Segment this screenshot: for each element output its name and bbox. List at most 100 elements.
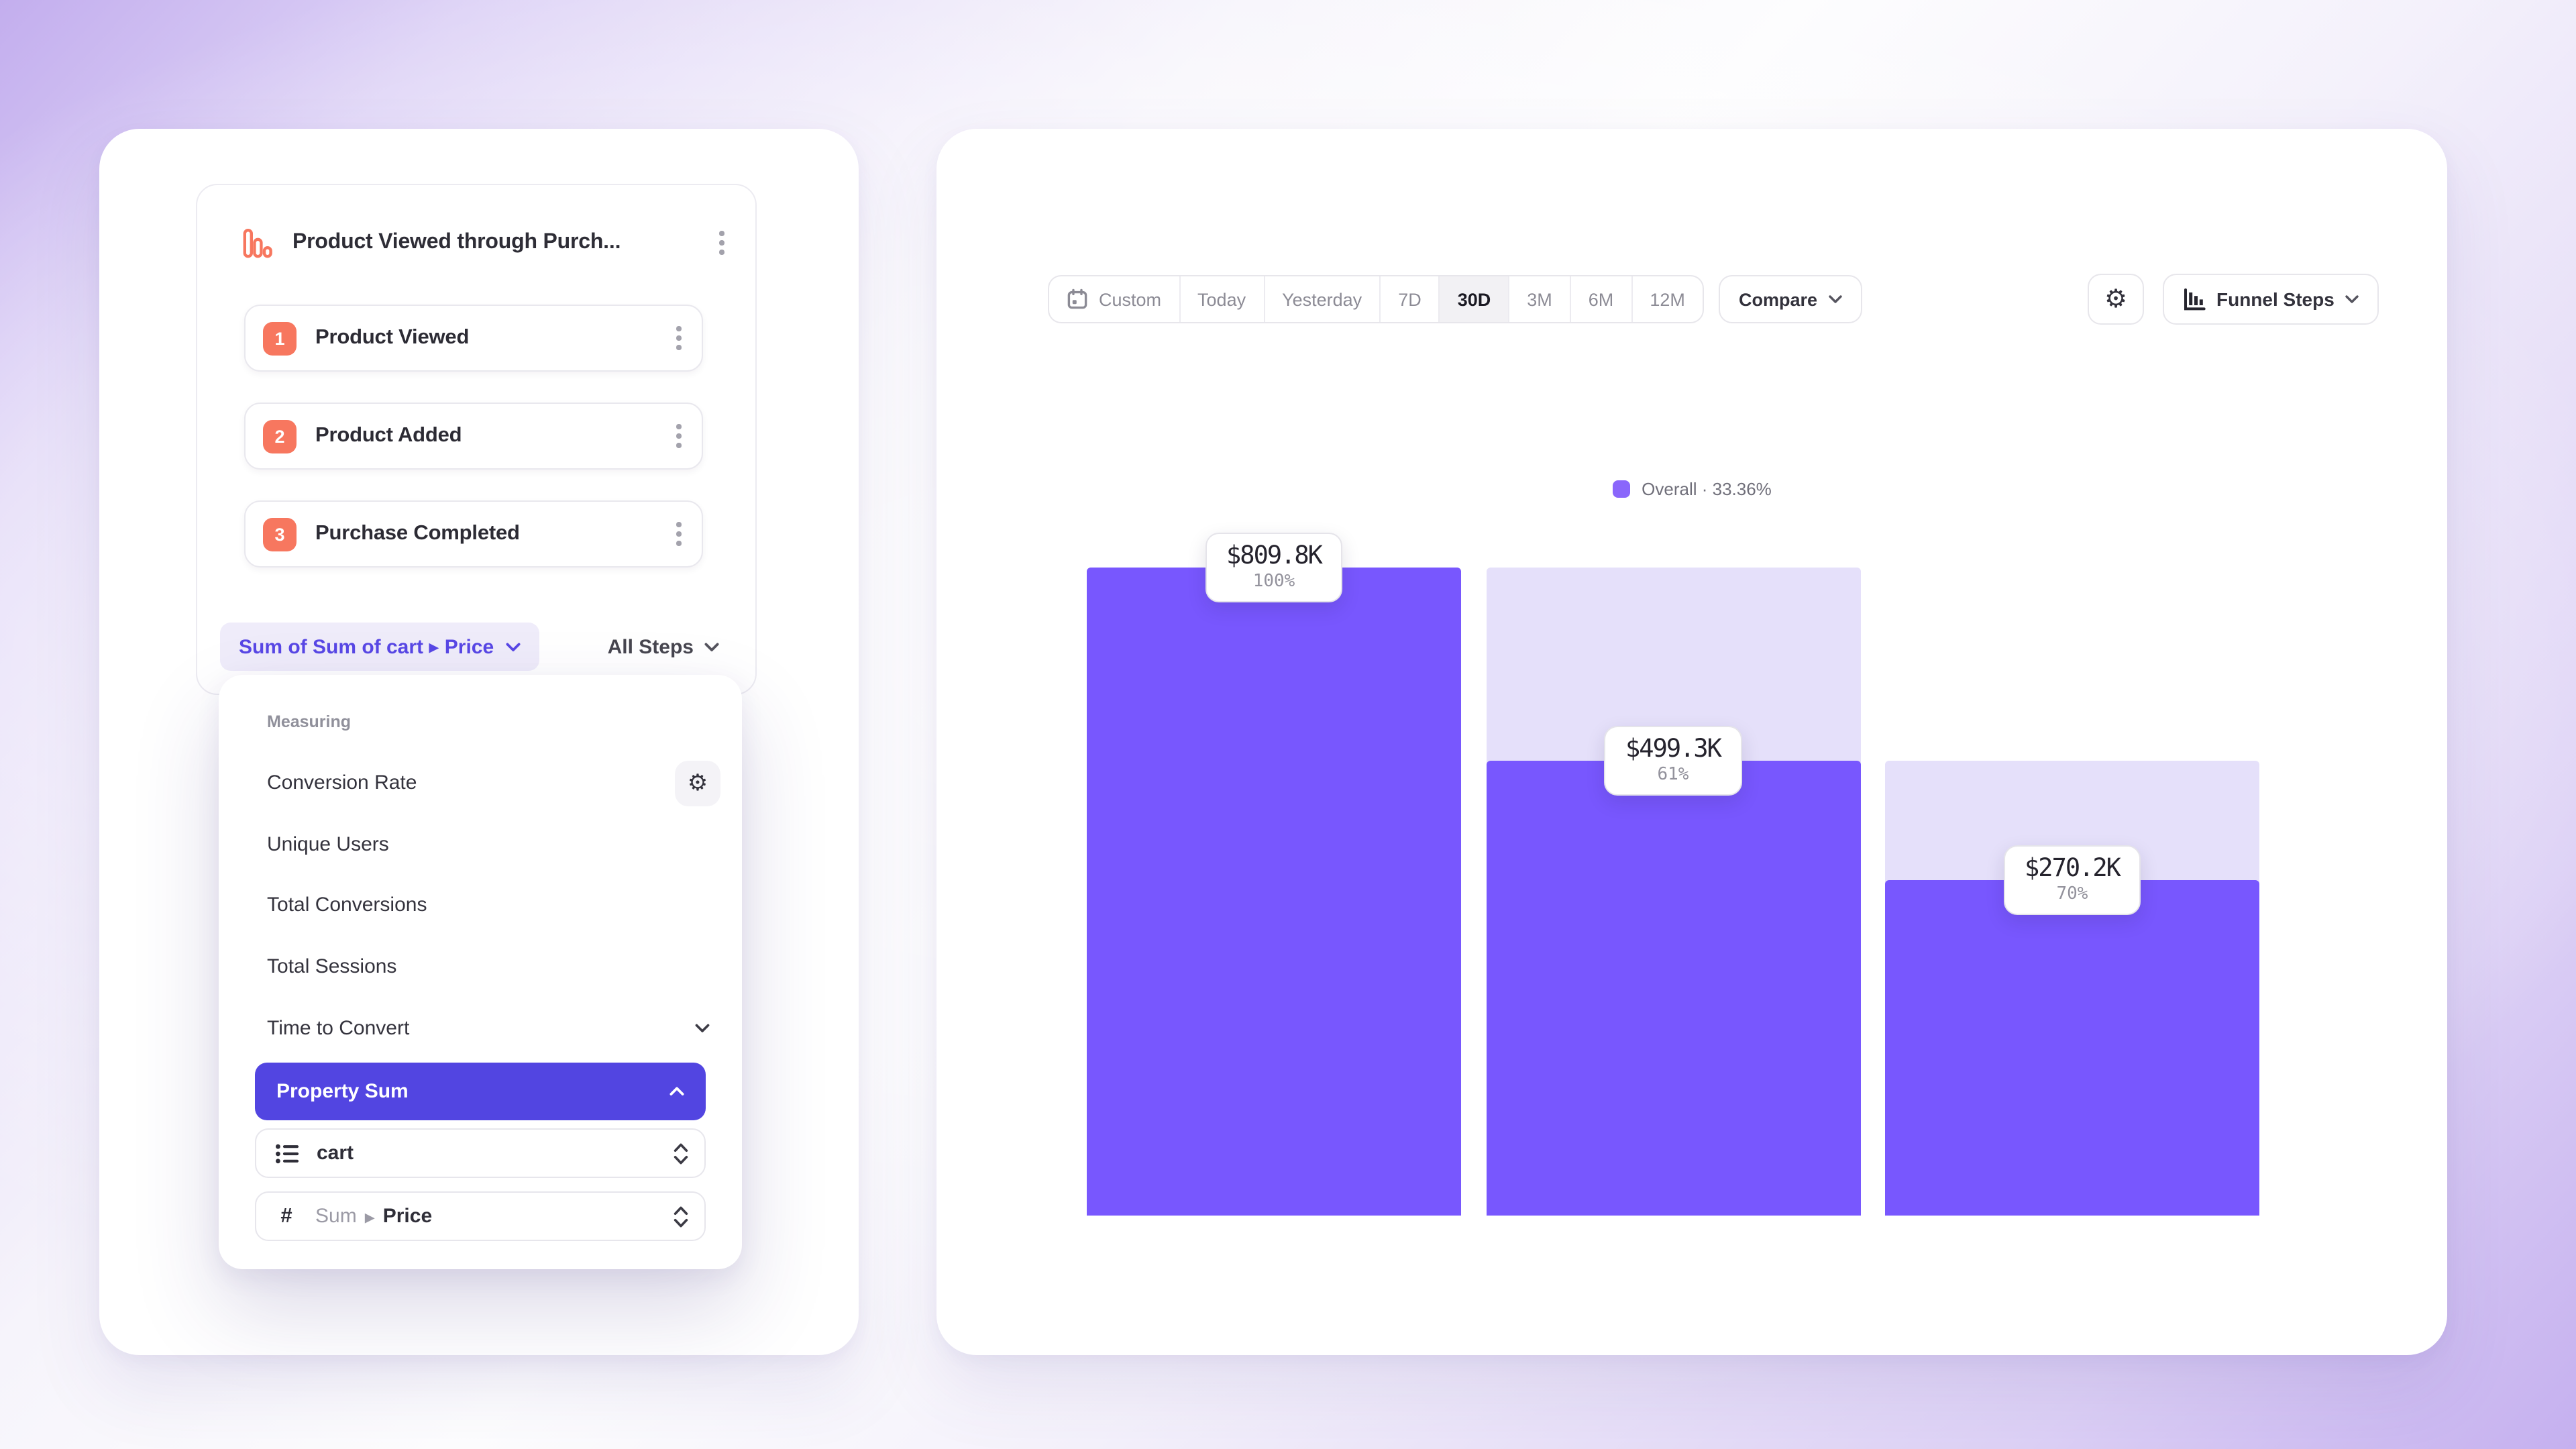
stepper-icon[interactable]	[674, 1205, 688, 1227]
chevron-down-icon	[1828, 295, 1841, 303]
step-options-kebab-icon[interactable]	[670, 516, 688, 552]
funnel-bar[interactable]	[1486, 760, 1860, 1216]
segment-label: 7D	[1398, 289, 1421, 309]
step-label: Product Viewed	[315, 326, 470, 349]
aggregation-muted-label: Sum	[315, 1205, 357, 1228]
measurement-dropdown[interactable]: Sum of Sum of cart ▸ Price	[220, 623, 540, 671]
funnel-bar-group[interactable]	[1486, 568, 1860, 1216]
funnel-definition-card: Product Viewed through Purch... 1 Produc…	[196, 184, 757, 695]
step-options-kebab-icon[interactable]	[670, 320, 688, 356]
segment-label: 6M	[1588, 289, 1614, 309]
chart-view-dropdown[interactable]: Funnel Steps	[2163, 274, 2379, 325]
calendar-icon	[1067, 288, 1087, 309]
bar-value: $809.8K	[1226, 542, 1323, 570]
menu-item-time-to-convert[interactable]: Time to Convert	[219, 998, 742, 1059]
date-range-6m[interactable]: 6M	[1571, 276, 1633, 322]
breadcrumb-arrow: ▸	[364, 1205, 375, 1228]
bar-value: $270.2K	[2025, 854, 2121, 883]
chart-legend: Overall · 33.36%	[936, 479, 2447, 499]
all-steps-label: All Steps	[607, 635, 694, 658]
funnel-bar[interactable]	[1885, 879, 2259, 1216]
funnel-builder-panel: Product Viewed through Purch... 1 Produc…	[99, 129, 859, 1355]
menu-item-total-sessions[interactable]: Total Sessions	[219, 936, 742, 997]
segment-label: Today	[1197, 289, 1246, 309]
step-label: Purchase Completed	[315, 522, 520, 545]
measurement-row: Sum of Sum of cart ▸ Price All Steps	[220, 623, 719, 671]
all-steps-dropdown[interactable]: All Steps	[608, 635, 719, 658]
menu-item-label: Total Sessions	[267, 955, 397, 978]
funnel-title: Product Viewed through Purch...	[292, 231, 621, 254]
funnel-bar-group[interactable]	[1885, 568, 2259, 1216]
funnel-card-header: Product Viewed through Purch...	[197, 185, 755, 301]
compare-button[interactable]: Compare	[1719, 275, 1862, 323]
segment-label: Yesterday	[1282, 289, 1362, 309]
segment-label: 12M	[1650, 289, 1685, 309]
segment-label: 30D	[1457, 289, 1491, 309]
bar-percent: 70%	[2056, 883, 2088, 904]
number-property-icon: #	[280, 1204, 292, 1227]
date-range-custom[interactable]: Custom	[1049, 276, 1181, 322]
chevron-down-icon	[506, 642, 521, 651]
aggregation-select-value: Sum ▸ Price	[315, 1204, 656, 1228]
funnel-steps-chart-icon	[2184, 288, 2206, 310]
funnel-chart-icon	[243, 228, 272, 258]
date-range-30d-selected[interactable]: 30D	[1440, 276, 1510, 322]
compare-label: Compare	[1739, 289, 1818, 309]
chevron-down-icon	[695, 1024, 710, 1032]
menu-item-label: Total Conversions	[267, 894, 427, 916]
date-range-7d[interactable]: 7D	[1381, 276, 1440, 322]
date-range-12m[interactable]: 12M	[1632, 276, 1703, 322]
menu-item-total-conversions[interactable]: Total Conversions	[219, 875, 742, 935]
bar-percent: 61%	[1657, 764, 1689, 785]
step-number-badge: 2	[263, 419, 297, 453]
bar-percent: 100%	[1252, 572, 1295, 592]
funnel-bar[interactable]	[1087, 568, 1461, 1216]
stepper-icon[interactable]	[674, 1142, 688, 1164]
segment-label: Custom	[1099, 289, 1162, 309]
property-select-value: cart	[317, 1142, 354, 1165]
aggregation-select[interactable]: # Sum ▸ Price	[255, 1191, 706, 1241]
menu-item-label: Time to Convert	[267, 1017, 410, 1040]
funnel-step-product-viewed[interactable]: 1 Product Viewed	[244, 305, 703, 372]
segment-label: 3M	[1527, 289, 1552, 309]
bar-value-badge: $270.2K 70%	[2003, 845, 2141, 915]
menu-item-property-sum-selected[interactable]: Property Sum	[255, 1063, 706, 1120]
measurement-dropdown-label: Sum of Sum of cart ▸ Price	[239, 636, 494, 659]
funnel-chart-panel: Custom Today Yesterday 7D 30D 3M 6M 12M …	[936, 129, 2447, 1355]
aggregation-property-label: Price	[382, 1205, 433, 1228]
date-range-3m[interactable]: 3M	[1509, 276, 1571, 322]
menu-section-label: Measuring	[267, 712, 352, 731]
gear-icon: ⚙	[2104, 285, 2128, 313]
step-number-badge: 3	[263, 517, 297, 551]
bar-value-badge: $809.8K 100%	[1205, 533, 1343, 602]
list-icon	[276, 1143, 299, 1163]
measuring-menu: Measuring Conversion Rate ⚙ Unique Users…	[219, 675, 742, 1269]
chevron-up-icon	[669, 1087, 684, 1095]
date-range-today[interactable]: Today	[1180, 276, 1265, 322]
step-label: Product Added	[315, 424, 462, 447]
legend-label: Overall · 33.36%	[1642, 479, 1772, 499]
chart-view-label: Funnel Steps	[2216, 288, 2334, 310]
menu-item-unique-users[interactable]: Unique Users	[219, 814, 742, 875]
menu-item-conversion-rate[interactable]: Conversion Rate ⚙	[219, 753, 742, 813]
date-range-yesterday[interactable]: Yesterday	[1265, 276, 1381, 322]
legend-swatch	[1612, 480, 1630, 498]
chart-settings-button[interactable]: ⚙	[2088, 274, 2144, 325]
date-range-segmented-control: Custom Today Yesterday 7D 30D 3M 6M 12M	[1048, 275, 1704, 323]
funnel-bar-group[interactable]	[1087, 568, 1461, 1216]
property-select[interactable]: cart	[255, 1128, 706, 1178]
chevron-down-icon	[2345, 295, 2359, 303]
step-options-kebab-icon[interactable]	[670, 418, 688, 454]
funnel-step-product-added[interactable]: 2 Product Added	[244, 402, 703, 470]
menu-item-label: Conversion Rate	[267, 771, 417, 794]
step-number-badge: 1	[263, 321, 297, 355]
chevron-down-icon	[704, 642, 719, 651]
bar-value-badge: $499.3K 61%	[1604, 725, 1742, 796]
conversion-rate-settings-button[interactable]: ⚙	[675, 760, 720, 806]
funnel-step-purchase-completed[interactable]: 3 Purchase Completed	[244, 500, 703, 568]
bar-value: $499.3K	[1625, 735, 1722, 763]
menu-item-label: Property Sum	[276, 1080, 409, 1103]
funnel-plot: $809.8K 100% $499.3K 61% $270.2K 70%	[1087, 533, 2262, 1216]
funnel-options-kebab-icon[interactable]	[713, 225, 731, 261]
